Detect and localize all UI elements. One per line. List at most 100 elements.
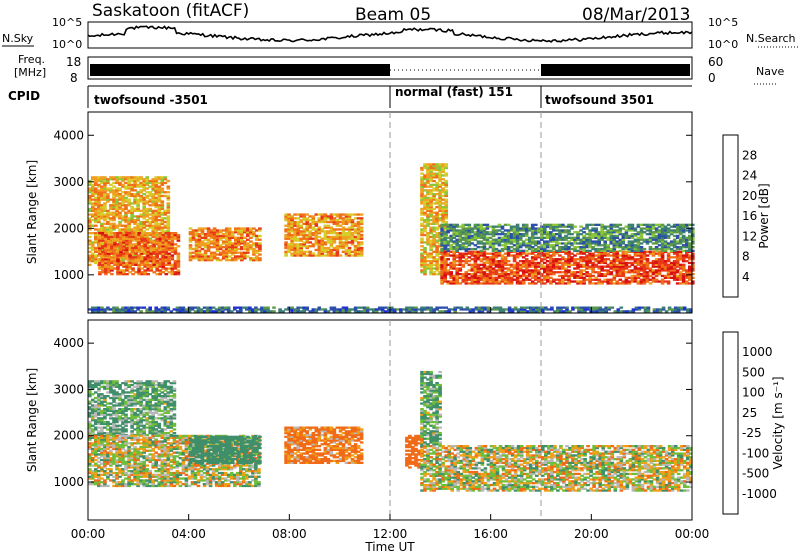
- echo-cell-power-cells-4: [438, 207, 442, 211]
- echo-cell-power-cells-5: [500, 267, 505, 270]
- echo-cell-power-cells-3: [359, 220, 364, 224]
- echo-cell-power-cells-3: [296, 245, 300, 248]
- echo-cell-power-cells-5: [621, 254, 626, 257]
- echo-cell-power-cells-1: [155, 239, 159, 242]
- echo-cell-power-cells-4: [441, 217, 445, 220]
- echo-cell-power-cells-5: [666, 252, 671, 255]
- echo-cell-power-cells-3: [296, 250, 300, 253]
- echo-cell-power-cells-1: [116, 273, 120, 276]
- echo-cell-power-cells-5: [443, 274, 447, 278]
- echo-cell-power-cells-3: [347, 232, 352, 235]
- echo-cell-power-cells-7: [347, 308, 352, 311]
- echo-cell-power-cells-6: [473, 234, 478, 238]
- echo-cell-power-cells-3: [326, 241, 331, 244]
- echo-cell-power-cells-1: [173, 232, 178, 235]
- echo-cell-power-cells-0: [100, 179, 104, 183]
- echo-cell-power-cells-5: [688, 256, 692, 259]
- echo-cell-power-cells-1: [137, 250, 141, 253]
- echo-cell-power-cells-6: [564, 234, 568, 238]
- echo-cell-power-cells-5: [651, 250, 656, 253]
- echo-cell-power-cells-6: [561, 242, 565, 245]
- echo-cell-power-cells-7: [263, 310, 267, 313]
- echo-cell-power-cells-5: [612, 263, 617, 266]
- echo-cell-power-cells-6: [467, 242, 472, 245]
- echo-cell-power-cells-7: [163, 308, 168, 311]
- echo-cell-power-cells-0: [100, 206, 104, 209]
- echo-cell-power-cells-6: [657, 236, 662, 239]
- echo-cell-power-cells-6: [476, 229, 481, 232]
- echo-cell-power-cells-1: [101, 252, 105, 255]
- echo-cell-power-cells-6: [515, 249, 520, 252]
- echo-cell-power-cells-2: [249, 233, 253, 236]
- echo-cell-power-cells-5: [688, 273, 692, 276]
- echo-cell-power-cells-6: [591, 227, 595, 230]
- echo-cell-power-cells-5: [603, 261, 607, 265]
- echo-cell-power-cells-0: [97, 178, 101, 181]
- echo-cell-power-cells-6: [576, 242, 580, 245]
- echo-cell-power-cells-6: [591, 236, 595, 239]
- echo-cell-power-cells-6: [524, 233, 529, 236]
- echo-cell-power-cells-1: [161, 233, 166, 237]
- echo-cell-power-cells-0: [160, 220, 165, 224]
- echo-cell-power-cells-5: [588, 267, 592, 270]
- echo-cell-power-cells-0: [127, 179, 131, 183]
- echo-cell-power-cells-3: [320, 246, 325, 250]
- echo-cell-power-cells-1: [167, 241, 172, 244]
- echo-cell-power-cells-6: [627, 249, 632, 252]
- echo-cell-power-cells-3: [287, 224, 291, 227]
- echo-cell-power-cells-1: [119, 256, 123, 259]
- echo-cell-power-cells-6: [573, 249, 577, 252]
- echo-cell-power-cells-5: [636, 273, 641, 276]
- echo-cell-power-cells-5: [603, 252, 607, 255]
- echo-cell-power-cells-3: [302, 232, 306, 235]
- echo-cell-power-cells-5: [449, 267, 453, 270]
- echo-cell-power-cells-7: [239, 306, 243, 309]
- echo-cell-power-cells-0: [109, 250, 113, 253]
- echo-cell-power-cells-0: [100, 226, 104, 229]
- echo-cell-power-cells-5: [518, 263, 523, 266]
- echo-cell-power-cells-6: [449, 223, 453, 226]
- echo-cell-power-cells-7: [130, 310, 134, 313]
- echo-cell-power-cells-6: [615, 242, 620, 245]
- echo-cell-power-cells-6: [678, 247, 683, 251]
- echo-cell-power-cells-0: [103, 179, 107, 183]
- echo-cell-power-cells-0: [139, 220, 143, 224]
- echo-cell-power-cells-7: [353, 308, 358, 311]
- echo-cell-power-cells-7: [365, 308, 370, 311]
- echo-cell-power-cells-6: [645, 227, 650, 230]
- echo-cell-power-cells-2: [258, 257, 262, 260]
- echo-cell-power-cells-3: [308, 252, 313, 255]
- echo-cell-power-cells-6: [675, 225, 680, 228]
- echo-cell-power-cells-4: [441, 163, 445, 166]
- echo-cell-power-cells-7: [507, 308, 512, 311]
- echo-cell-power-cells-1: [140, 246, 144, 250]
- echo-cell-power-cells-6: [506, 231, 511, 234]
- echo-cell-power-cells-7: [220, 308, 225, 311]
- echo-cell-power-cells-7: [112, 310, 116, 313]
- echo-cell-power-cells-6: [660, 227, 665, 230]
- echo-cell-power-cells-5: [609, 267, 614, 270]
- echo-cell-power-cells-4: [438, 224, 442, 227]
- echo-cell-power-cells-6: [579, 240, 583, 243]
- echo-cell-power-cells-5: [452, 267, 456, 270]
- echo-cell-power-cells-6: [630, 225, 635, 228]
- echo-cell-power-cells-2: [203, 242, 208, 245]
- echo-cell-power-cells-6: [521, 249, 526, 252]
- echo-cell-power-cells-7: [100, 308, 104, 311]
- echo-cell-power-cells-6: [491, 240, 496, 243]
- echo-cell-power-cells-6: [491, 231, 496, 234]
- echo-cell-power-cells-5: [464, 274, 469, 278]
- echo-cell-power-cells-3: [332, 254, 337, 257]
- echo-cell-power-cells-2: [249, 236, 253, 239]
- echo-cell-power-cells-1: [164, 246, 169, 250]
- echo-cell-power-cells-5: [691, 263, 695, 266]
- echo-cell-power-cells-6: [509, 242, 514, 245]
- echo-cell-power-cells-7: [196, 306, 201, 309]
- echo-cell-power-cells-1: [167, 260, 172, 263]
- echo-cell-power-cells-0: [133, 254, 137, 257]
- echo-cell-power-cells-1: [104, 263, 108, 266]
- echo-cell-power-cells-0: [166, 211, 171, 214]
- echo-cell-power-cells-1: [104, 233, 108, 237]
- echo-cell-power-cells-4: [432, 176, 436, 179]
- echo-cell-power-cells-6: [503, 229, 508, 232]
